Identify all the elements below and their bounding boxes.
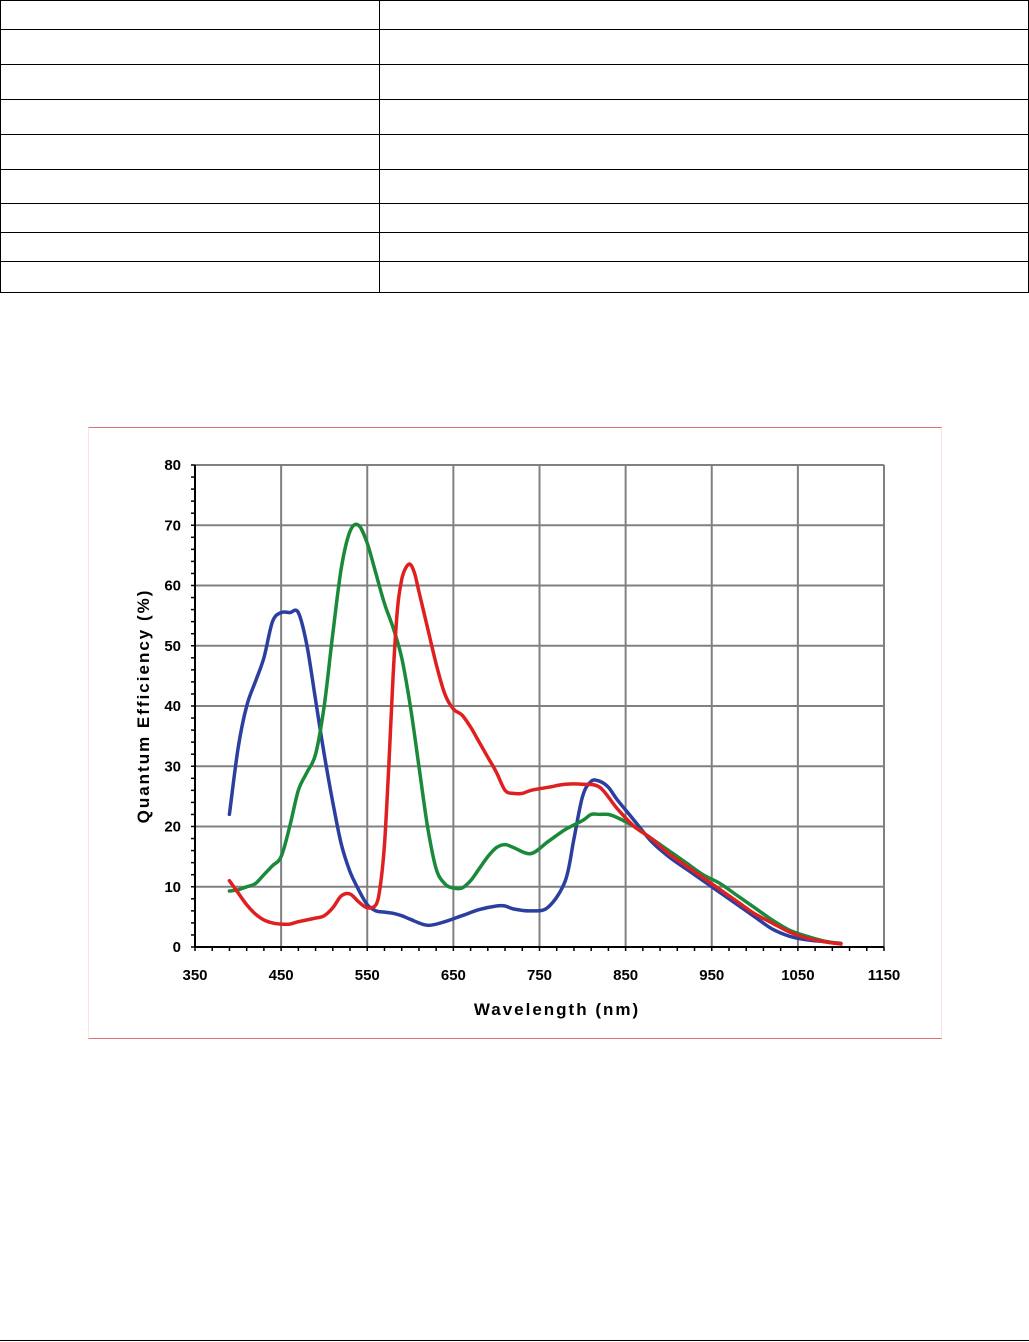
x-axis-title: Wavelength (nm) xyxy=(474,1000,640,1019)
table-cell-value xyxy=(379,64,1029,100)
spec-table xyxy=(0,0,1029,293)
table-cell-value xyxy=(379,203,1029,233)
x-tick-label: 350 xyxy=(182,967,207,984)
grid xyxy=(194,464,885,948)
y-axis-title: Quantum Efficiency (%) xyxy=(134,589,153,824)
series-line-1 xyxy=(227,608,843,946)
tick-labels: 350 450 550 650 750 850 950 1050 1150 0 10 20 30 40 50… xyxy=(164,457,900,984)
series-lines xyxy=(227,522,843,946)
table-cell-value xyxy=(379,134,1029,170)
series-line-3 xyxy=(227,562,843,946)
y-tick-label: 60 xyxy=(164,578,181,595)
quantum-efficiency-chart: 350 450 550 650 750 850 950 1050 1150 0 10 20 30 40 50… xyxy=(134,457,900,1019)
y-tick-label: 0 xyxy=(173,939,181,956)
table-cell-label xyxy=(0,29,380,65)
table-cell-label xyxy=(0,134,380,170)
x-tick-label: 650 xyxy=(441,967,466,984)
table-row xyxy=(0,232,1029,262)
table-cell-label xyxy=(0,169,380,204)
table-row xyxy=(0,29,1029,65)
table-cell-value xyxy=(379,0,1029,30)
series-line-2 xyxy=(227,522,843,946)
table-cell-value xyxy=(379,261,1029,293)
chart-frame: 350 450 550 650 750 850 950 1050 1150 0 10 20 30 40 50… xyxy=(88,427,942,1039)
x-tick-label: 850 xyxy=(613,967,638,984)
table-cell-label xyxy=(0,203,380,233)
table-row xyxy=(0,261,1029,293)
table-cell-label xyxy=(0,261,380,293)
y-tick-label: 20 xyxy=(164,819,181,836)
x-tick-label: 750 xyxy=(527,967,552,984)
y-tick-label: 50 xyxy=(164,638,181,655)
table-cell-value xyxy=(379,99,1029,135)
footer-rule xyxy=(0,1340,1029,1341)
x-tick-label: 1150 xyxy=(868,967,901,984)
table-cell-value xyxy=(379,232,1029,262)
table-row xyxy=(0,99,1029,135)
y-tick-label: 80 xyxy=(164,457,181,474)
x-tick-label: 950 xyxy=(699,967,724,984)
table-cell-label xyxy=(0,232,380,262)
table-cell-value xyxy=(379,169,1029,204)
table-row xyxy=(0,64,1029,100)
table-row xyxy=(0,0,1029,30)
y-tick-label: 70 xyxy=(164,517,181,534)
minor-ticks xyxy=(191,464,885,951)
table-row xyxy=(0,203,1029,233)
table-row xyxy=(0,134,1029,170)
table-row xyxy=(0,169,1029,204)
table-cell-label xyxy=(0,64,380,100)
axes xyxy=(194,465,884,948)
y-tick-label: 30 xyxy=(164,758,181,775)
x-tick-label: 450 xyxy=(269,967,294,984)
table-cell-label xyxy=(0,99,380,135)
table-cell-value xyxy=(379,29,1029,65)
table-cell-label xyxy=(0,0,380,30)
y-tick-label: 40 xyxy=(164,698,181,715)
x-tick-label: 550 xyxy=(355,967,380,984)
y-tick-label: 10 xyxy=(164,879,181,896)
x-tick-label: 1050 xyxy=(781,967,814,984)
